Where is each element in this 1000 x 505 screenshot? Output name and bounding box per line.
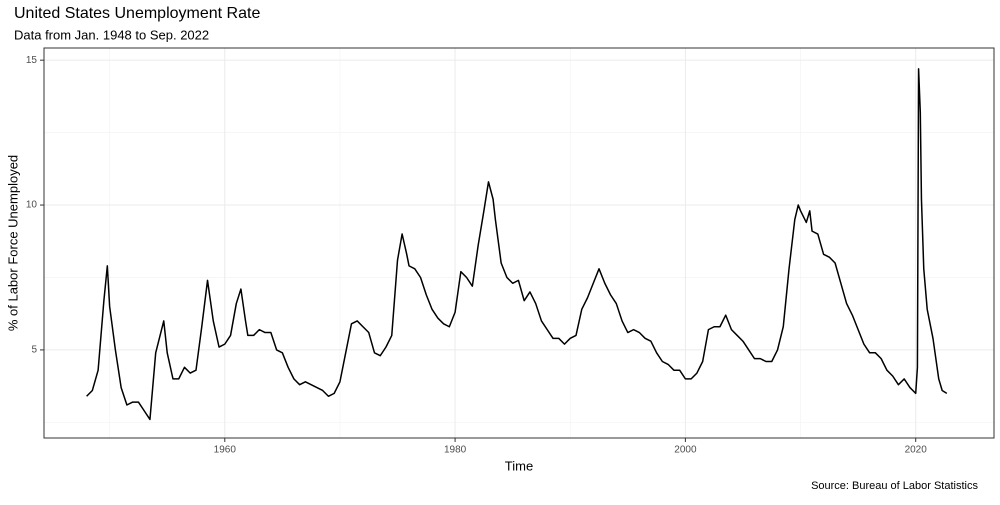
y-axis-label: % of Labor Force Unemployed (5, 155, 20, 331)
y-tick-label: 5 (31, 345, 37, 356)
caption: Source: Bureau of Labor Statistics (811, 480, 978, 492)
x-axis-label: Time (505, 458, 533, 473)
y-tick-label: 15 (26, 55, 38, 66)
x-tick-label: 2000 (674, 445, 697, 456)
x-tick-label: 2020 (905, 445, 928, 456)
data-line (86, 68, 948, 421)
chart-subtitle: Data from Jan. 1948 to Sep. 2022 (14, 27, 209, 42)
chart-title: United States Unemployment Rate (14, 5, 260, 22)
panel-border (43, 47, 995, 439)
x-tick-label: 1960 (214, 445, 237, 456)
y-tick-label: 10 (26, 200, 38, 211)
x-tick-label: 1980 (444, 445, 467, 456)
